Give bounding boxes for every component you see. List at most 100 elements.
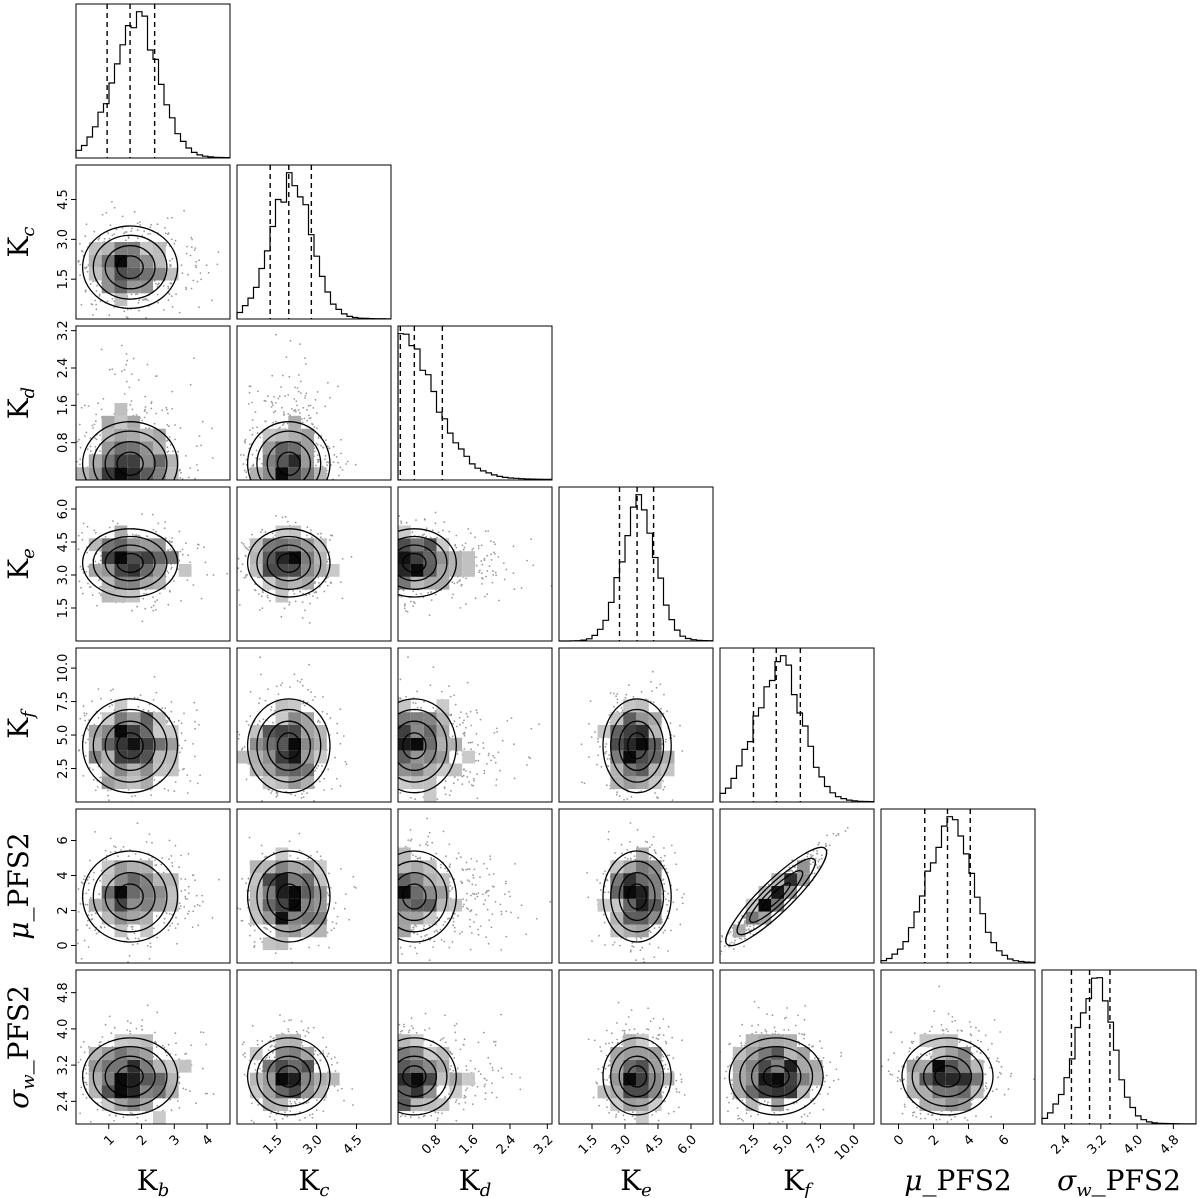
sample-point (171, 216, 173, 219)
sample-point (111, 368, 114, 370)
sample-point (494, 571, 497, 574)
sample-point (313, 591, 316, 594)
sample-point (137, 301, 140, 304)
sample-point (71, 474, 73, 476)
sample-point (143, 416, 146, 419)
sample-point (116, 522, 119, 525)
sample-point (231, 576, 233, 578)
sample-point (157, 522, 160, 525)
density-cell (114, 776, 128, 790)
sample-point (314, 582, 316, 585)
sample-point (294, 521, 297, 524)
sample-point (194, 247, 197, 250)
panel-contents (240, 333, 357, 480)
sample-point (312, 407, 315, 409)
contour-level-4 (81, 225, 179, 310)
sample-point (136, 222, 139, 225)
sample-point (192, 743, 195, 745)
sample-point (264, 531, 267, 533)
sample-point (126, 359, 128, 362)
sample-point (78, 423, 81, 426)
sample-point (286, 422, 289, 425)
sample-point (173, 721, 176, 723)
panel-frame (75, 3, 231, 159)
sample-point (255, 449, 258, 452)
sample-point (139, 221, 141, 224)
sample-point (93, 230, 96, 233)
sample-point (186, 774, 189, 776)
sample-point (340, 452, 342, 455)
histogram-mu (880, 816, 1035, 963)
sample-point (112, 816, 114, 818)
sample-point (303, 417, 306, 420)
sample-point (99, 559, 102, 562)
sample-point (138, 299, 141, 302)
sample-point (96, 284, 98, 287)
sample-point (169, 282, 172, 284)
sample-point (166, 439, 169, 441)
sample-point (127, 237, 130, 240)
sample-point (335, 777, 338, 780)
sample-point (324, 580, 327, 583)
density-cell (114, 737, 128, 751)
sample-point (490, 540, 492, 543)
sample-point (152, 604, 155, 607)
sample-point (339, 466, 342, 469)
sample-point (167, 299, 170, 302)
sample-point (200, 278, 203, 281)
sample-point (97, 579, 100, 582)
sample-point (424, 518, 426, 521)
panel-frame (880, 808, 1036, 964)
sample-point (431, 529, 434, 532)
sample-point (155, 609, 157, 611)
sample-point (76, 440, 79, 443)
sample-point (477, 547, 480, 550)
sample-point (156, 223, 159, 226)
density-cell (101, 538, 115, 552)
sample-point (267, 395, 269, 398)
sample-point (148, 703, 151, 706)
sample-point (196, 464, 198, 466)
sample-point (125, 363, 128, 366)
sample-point (316, 454, 319, 457)
sample-point (256, 576, 259, 579)
hist-panel-mu (880, 808, 1036, 964)
density-cell (114, 267, 128, 281)
sample-point (80, 586, 82, 589)
sample-point (99, 434, 101, 436)
histogram-kb (75, 11, 230, 159)
sample-point (259, 436, 262, 439)
sample-point (266, 596, 269, 599)
sample-point (261, 528, 264, 531)
density-cell (262, 454, 276, 468)
density-cell (140, 763, 153, 777)
sample-point (112, 688, 114, 691)
sample-point (98, 295, 101, 297)
sample-point (171, 390, 174, 393)
sample-point (137, 379, 140, 381)
sample-point (320, 532, 322, 535)
sample-point (193, 701, 196, 704)
sample-point (283, 413, 286, 416)
contour-level-1 (116, 255, 144, 280)
sample-point (87, 729, 90, 731)
sample-point (296, 387, 299, 389)
sample-point (108, 799, 110, 802)
sample-point (275, 402, 277, 404)
sample-point (81, 538, 84, 541)
sample-point (91, 594, 94, 596)
contour-level-4 (81, 698, 179, 794)
density-cell (88, 254, 102, 268)
sample-point (120, 344, 123, 347)
sample-point (203, 546, 205, 549)
sample-point (404, 603, 406, 606)
sample-point (146, 412, 148, 414)
sample-point (114, 373, 116, 375)
sample-point (288, 603, 291, 606)
sample-point (326, 445, 329, 448)
contour-level-3 (92, 430, 168, 480)
sample-point (199, 272, 202, 274)
sample-point (96, 786, 99, 788)
sample-point (141, 513, 144, 515)
sample-point (94, 560, 97, 563)
